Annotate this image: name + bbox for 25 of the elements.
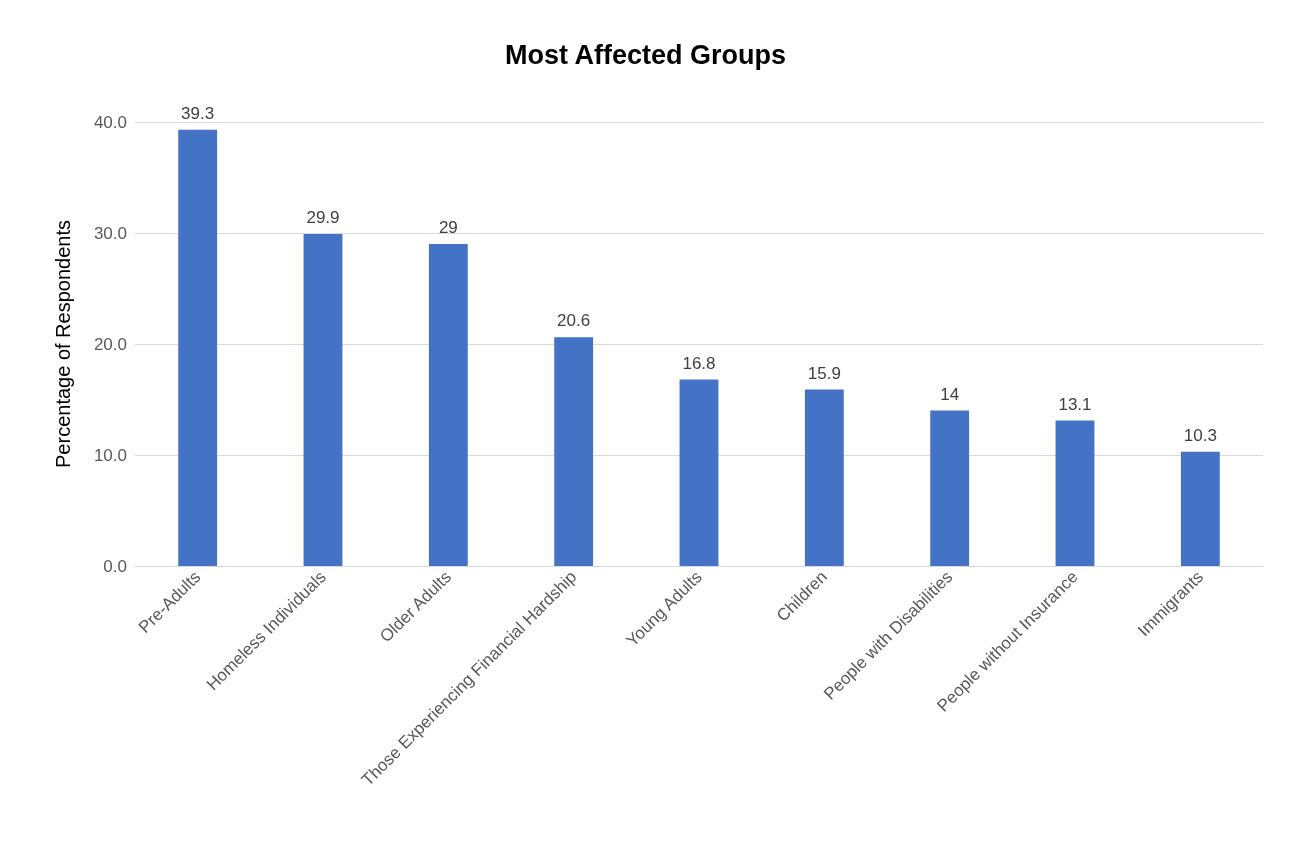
bar bbox=[178, 129, 218, 566]
data-label: 29.9 bbox=[306, 208, 340, 228]
data-label: 20.6 bbox=[557, 311, 591, 331]
chart-title: Most Affected Groups bbox=[504, 39, 787, 70]
data-label: 14 bbox=[940, 384, 960, 404]
bar bbox=[930, 410, 970, 566]
bar bbox=[1055, 420, 1095, 566]
data-label: 10.3 bbox=[1183, 425, 1217, 445]
y-tick-label: 10.0 bbox=[93, 445, 127, 465]
data-label: 29 bbox=[438, 218, 458, 238]
y-tick-label: 0.0 bbox=[103, 556, 127, 576]
bar bbox=[303, 234, 343, 566]
bar bbox=[804, 389, 844, 566]
y-tick-label: 30.0 bbox=[93, 223, 127, 243]
data-label: 39.3 bbox=[181, 103, 215, 123]
y-tick-label: 20.0 bbox=[93, 334, 127, 354]
y-tick-label: 40.0 bbox=[93, 112, 127, 132]
y-axis-title: Percentage of Respondents bbox=[52, 220, 74, 468]
data-label: 16.8 bbox=[682, 353, 716, 373]
bar bbox=[1180, 451, 1220, 566]
bar bbox=[554, 337, 594, 566]
bar bbox=[428, 244, 468, 566]
data-label: 15.9 bbox=[807, 363, 841, 383]
data-label: 13.1 bbox=[1058, 394, 1092, 414]
bar bbox=[679, 379, 719, 566]
